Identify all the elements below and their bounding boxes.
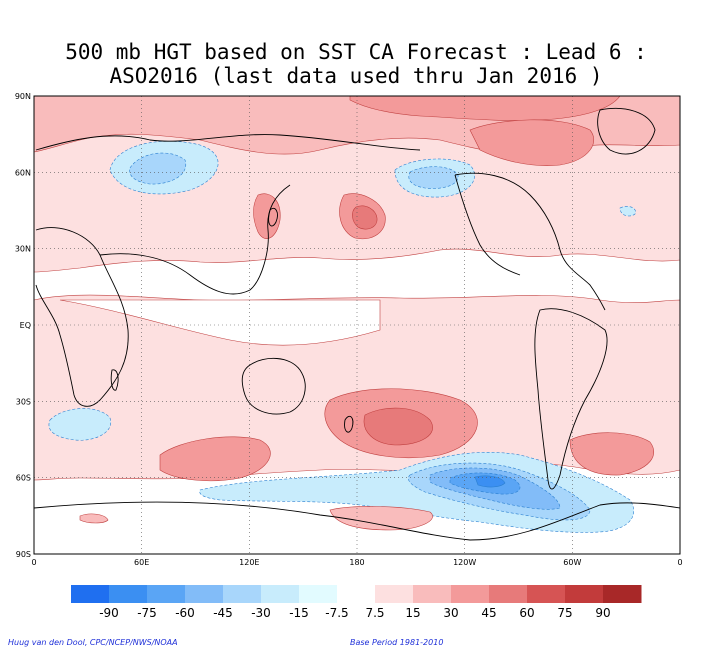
north-america-west-coast	[454, 174, 521, 276]
colorbar-label: 90	[595, 606, 610, 620]
japan-coast	[268, 207, 278, 227]
north-pacific-high-core	[352, 205, 378, 230]
base-period-text: Base Period 1981-2010	[350, 638, 444, 647]
lat-tick-label: 30N	[15, 245, 31, 254]
colorbar-label: 75	[557, 606, 572, 620]
south-indian-high	[159, 436, 271, 482]
arctic-high-center	[349, 96, 621, 121]
colorbar-label: -45	[213, 606, 233, 620]
colorbar-label: 30	[443, 606, 458, 620]
colorbar-swatch	[565, 585, 604, 603]
lon-tick-label: 180	[349, 558, 364, 567]
colorbar-label: 15	[405, 606, 420, 620]
colorbar-label: -15	[289, 606, 309, 620]
colorbar-swatch	[603, 585, 642, 603]
colorbar-swatch	[413, 585, 452, 603]
colorbar-label: -30	[251, 606, 271, 620]
gridlines	[34, 96, 680, 554]
japan-high	[253, 193, 281, 239]
colorbar-label: 60	[519, 606, 534, 620]
antarctic-high-small	[79, 513, 109, 524]
colorbar-swatch	[451, 585, 490, 603]
colorbar-swatch	[261, 585, 300, 603]
colorbar-label: 7.5	[365, 606, 384, 620]
map-frame	[33, 95, 681, 555]
lat-tick-label: EQ	[20, 321, 31, 330]
colorbar-label: -7.5	[325, 606, 348, 620]
colorbar-swatch	[223, 585, 262, 603]
negative-south-atlantic	[48, 408, 112, 441]
colorbar-label: -90	[99, 606, 119, 620]
africa-coast	[35, 227, 129, 407]
south-america-coast	[534, 308, 608, 490]
lon-tick-label: 120W	[453, 558, 476, 567]
south-atlantic-high	[569, 432, 655, 476]
lat-tick-label: 90N	[15, 92, 31, 101]
lat-tick-label: 60N	[15, 168, 31, 177]
colorbar-swatch	[185, 585, 224, 603]
north-america-coast	[454, 172, 606, 311]
madagascar-coast	[110, 369, 119, 391]
lat-tick-label: 60S	[16, 474, 31, 483]
antarctica-coast	[34, 501, 680, 541]
colorbar	[71, 585, 642, 603]
colorbar-swatch	[109, 585, 148, 603]
chart-title-line-2: ASO2016 (last data used thru Jan 2016 )	[109, 64, 603, 88]
greenland-coast	[597, 107, 656, 155]
australia-coast	[241, 358, 306, 415]
chart-title-line-1: 500 mb HGT based on SST CA Forecast : Le…	[65, 40, 647, 64]
colorbar-swatch	[299, 585, 338, 603]
anomaly-field	[34, 96, 680, 554]
lon-tick-label: 60W	[563, 558, 581, 567]
lon-tick-label: 0	[677, 558, 682, 567]
colorbar-label: -60	[175, 606, 195, 620]
lat-tick-label: 90S	[16, 550, 31, 559]
negative-north-atlantic-core	[129, 152, 187, 185]
negative-southern-ocean-center	[474, 475, 506, 488]
latitude-ticks: 90N 60N 30N EQ 30S 60S 90S	[15, 92, 31, 559]
colorbar-swatch	[337, 585, 376, 603]
near-zero-indian-ocean	[59, 299, 381, 346]
lon-tick-label: 0	[31, 558, 36, 567]
negative-alaska-core	[408, 166, 459, 189]
eurasia-north-coast	[35, 134, 421, 151]
colorbar-swatch	[489, 585, 528, 603]
colorbar-swatch	[527, 585, 566, 603]
credit-text: Huug van den Dool, CPC/NCEP/NWS/NOAA	[8, 638, 178, 647]
colorbar-swatch	[147, 585, 186, 603]
colorbar-labels: -90 -75 -60 -45 -30 -15 -7.5 7.5 15 30 45 60 75 90	[99, 606, 610, 620]
colorbar-swatch	[71, 585, 110, 603]
south-pacific-high-core	[363, 407, 433, 446]
colorbar-label: -75	[137, 606, 157, 620]
lon-tick-label: 60E	[134, 558, 149, 567]
longitude-ticks: 0 60E 120E 180 120W 60W 0	[31, 558, 682, 567]
lat-tick-label: 30S	[16, 397, 31, 406]
coastlines	[34, 107, 680, 541]
negative-north-atlantic-small	[619, 206, 636, 217]
antarctic-high	[329, 506, 433, 531]
new-zealand-coast	[344, 415, 354, 433]
siberia-high	[469, 119, 595, 166]
lon-tick-label: 120E	[239, 558, 259, 567]
colorbar-swatch	[375, 585, 414, 603]
colorbar-label: 45	[481, 606, 496, 620]
